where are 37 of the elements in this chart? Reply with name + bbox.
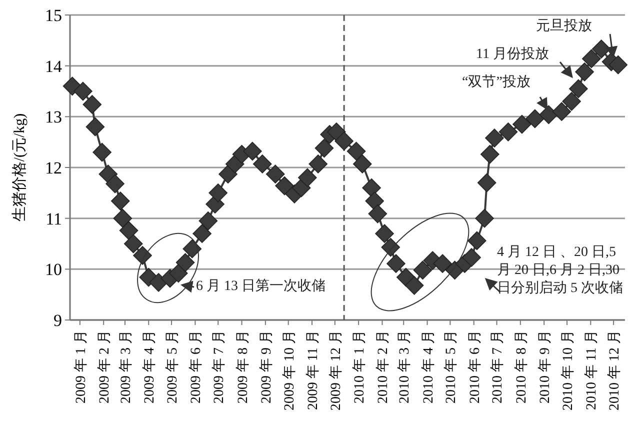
x-tick-label: 2009 年 3 月 (118, 330, 134, 404)
x-tick-label: 2010 年 2 月 (375, 330, 392, 404)
annotation: 元旦投放 (536, 18, 593, 36)
y-tick-label: 11 (46, 209, 62, 228)
y-tick-label: 10 (45, 260, 62, 280)
annotation: 11 月份投放 (476, 46, 550, 64)
x-tick-label: 2009 年 5 月 (164, 330, 181, 404)
y-tick-label: 15 (45, 6, 62, 25)
y-tick-label: 9 (54, 311, 62, 330)
y-tick-label: 14 (45, 56, 62, 76)
x-tick-label: 2010 年 9 月 (537, 330, 554, 404)
x-tick-label: 2010 年 7 月 (490, 330, 506, 404)
x-tick-label: 2009 年 8 月 (234, 330, 251, 404)
x-tick-label: 2010 年 11 月 (584, 330, 600, 410)
x-tick-label: 2009 年 6 月 (188, 330, 204, 404)
x-tick-label: 2010 年 3 月 (396, 330, 413, 404)
annotation: 4 月 12 日 、20 日,5 月 20 日,6 月 2 日,30 日分别启动 5 次收储 (497, 244, 624, 298)
x-tick-label: 2009 年 4 月 (142, 330, 158, 404)
y-axis-title: 生猪价格/(元/kg) (11, 113, 28, 222)
x-tick-label: 2009 年 2 月 (96, 330, 113, 404)
x-tick-label: 2010 年 1 月 (352, 330, 368, 404)
x-tick-label: 2010 年 5 月 (443, 330, 460, 404)
x-tick-label: 2009 年 11 月 (305, 330, 321, 410)
y-tick-label: 13 (45, 108, 62, 127)
x-tick-label: 2009 年 9 月 (258, 330, 274, 404)
annotation: “双节”投放 (462, 74, 532, 92)
x-tick-label: 2009 年 12 月 (328, 330, 344, 410)
x-tick-label: 2009 年 1 月 (72, 330, 89, 404)
x-tick-label: 2010 年 12 月 (606, 330, 623, 410)
y-tick-label: 12 (45, 158, 62, 178)
annotation: 6 月 13 日第一次收储 (196, 278, 326, 296)
x-tick-label: 2009 年 10 月 (281, 330, 298, 410)
x-tick-label: 2009 年 7 月 (211, 330, 228, 404)
x-tick-label: 2010 年 8 月 (513, 330, 530, 404)
x-tick-label: 2010 年 4 月 (420, 330, 436, 404)
x-tick-label: 2010 年 10 月 (560, 330, 576, 410)
x-tick-label: 2010 年 6 月 (466, 330, 483, 404)
